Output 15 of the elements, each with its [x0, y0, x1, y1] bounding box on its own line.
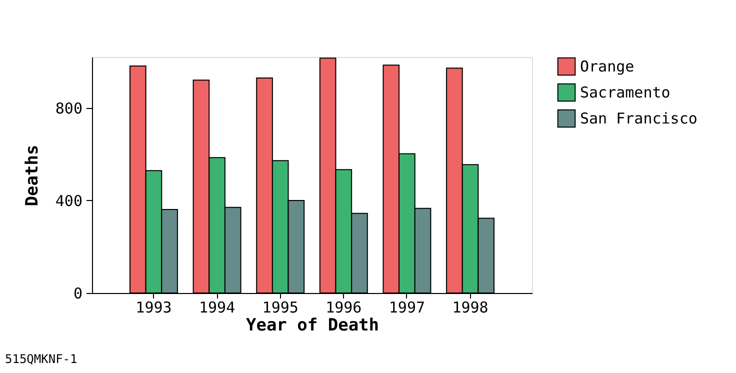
x-tick-label: 1995 [262, 298, 298, 316]
x-axis-title: Year of Death [246, 316, 380, 336]
x-tick-label: 1998 [452, 298, 488, 316]
legend-label: San Francisco [580, 110, 698, 128]
x-tick-label: 1993 [136, 298, 172, 316]
x-tick-label: 1994 [198, 298, 236, 316]
x-tick-label: 1997 [388, 298, 426, 316]
y-tick-label: 0 [73, 284, 82, 302]
text: 515QMKNF-1 [5, 352, 78, 366]
legend-label: Orange [580, 58, 634, 76]
legend-label: Sacramento [580, 84, 670, 102]
x-tick-label: 1996 [326, 298, 362, 316]
y-tick-label: 400 [55, 192, 82, 210]
y-tick-label: 800 [55, 99, 82, 118]
y-axis-title: Deaths [22, 144, 42, 206]
